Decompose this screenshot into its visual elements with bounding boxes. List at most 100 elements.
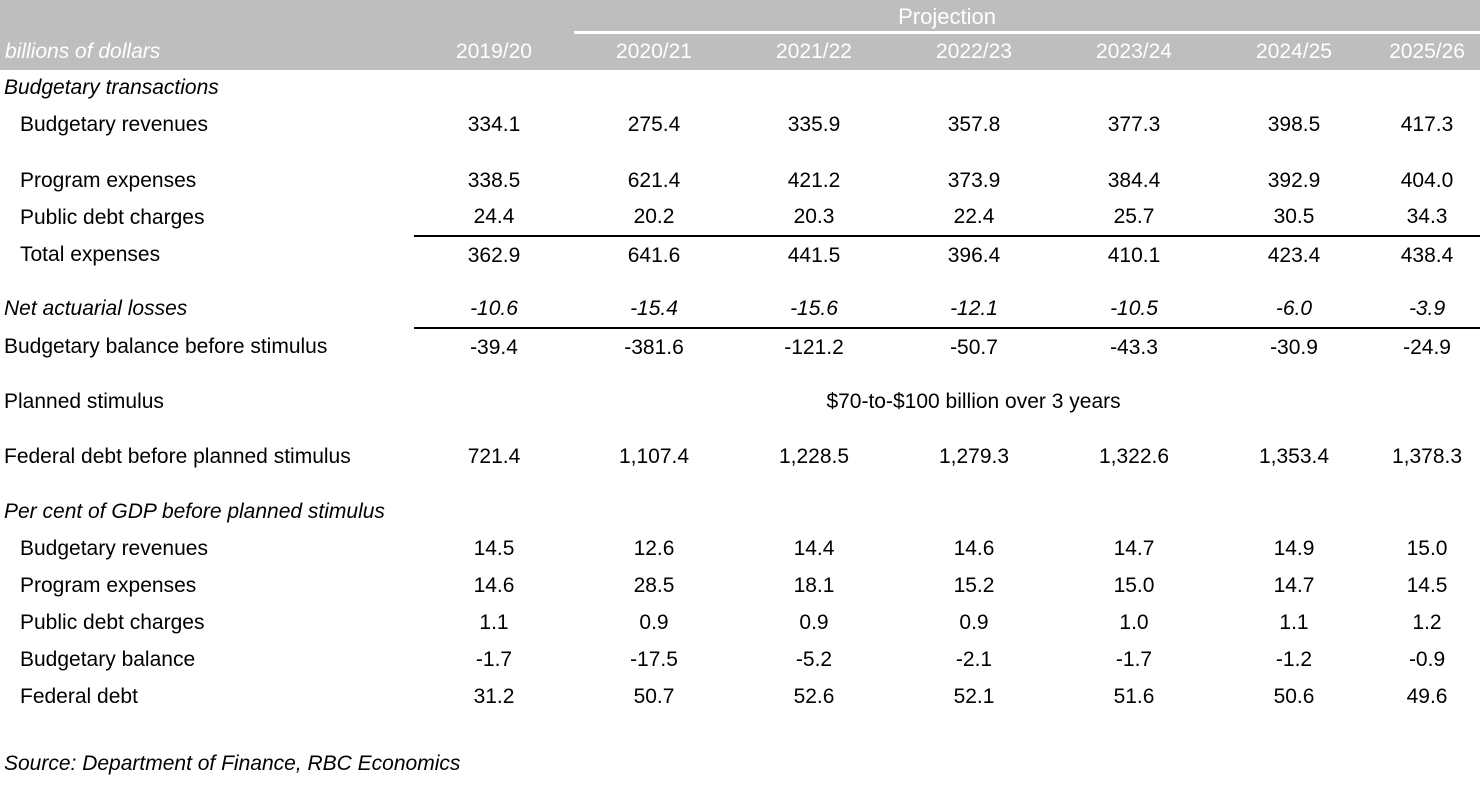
table-row: Program expenses 14.6 28.5 18.1 15.2 15.0 14.7… — [0, 567, 1480, 604]
value-cell: 1,107.4 — [618, 444, 690, 468]
value-cell: 14.7 — [1273, 573, 1315, 597]
table-row: Budgetary revenues 14.5 12.6 14.4 14.6 14.7 14… — [0, 530, 1480, 567]
value-cell: 392.9 — [1267, 168, 1321, 192]
value-cell: -30.9 — [1270, 335, 1318, 359]
row-label: Public debt charges — [20, 205, 205, 229]
value-cell: -17.5 — [630, 647, 678, 671]
value-cell: 20.3 — [734, 199, 894, 237]
row-label: Budgetary balance before stimulus — [4, 335, 328, 358]
value-cell: 621.4 — [627, 168, 681, 192]
value-cell: 377.3 — [1107, 112, 1161, 136]
value-cell: 1,228.5 — [778, 444, 850, 468]
value-cell: 18.1 — [793, 573, 835, 597]
table-row: Budgetary balance before stimulus -39.4 -3… — [0, 328, 1480, 366]
value-cell: 421.2 — [787, 168, 841, 192]
year-header-2023-24: 2023/24 — [1096, 40, 1172, 63]
value-cell: 334.1 — [467, 112, 521, 136]
value-cell: 52.6 — [793, 684, 835, 708]
value-cell: 1.2 — [1412, 610, 1442, 634]
table-row: Program expenses 338.5 621.4 421.2 373.9 384.… — [0, 162, 1480, 199]
value-cell: 0.9 — [959, 610, 989, 634]
row-label: Budgetary transactions — [4, 76, 219, 99]
projection-header-row: Projection — [0, 0, 1480, 34]
table-row: Budgetary balance -1.7 -17.5 -5.2 -2.1 -1.7 -1… — [0, 641, 1480, 678]
value-cell: -2.1 — [955, 647, 993, 671]
spacer-row — [0, 366, 1480, 383]
table-row: Net actuarial losses -10.6 -15.4 -15.6 -12.1… — [0, 290, 1480, 329]
value-cell: 410.1 — [1107, 243, 1161, 267]
spacer-row — [0, 143, 1480, 162]
value-cell: 721.4 — [467, 444, 521, 468]
spacer-row — [0, 420, 1480, 438]
value-cell: 384.4 — [1107, 168, 1161, 192]
value-cell: -15.4 — [574, 290, 734, 329]
projection-header-label: Projection — [898, 4, 996, 29]
value-cell: 338.5 — [467, 168, 521, 192]
spacer-cell — [0, 715, 1480, 745]
value-cell: 14.6 — [473, 573, 515, 597]
value-cell: 31.2 — [473, 684, 515, 708]
table-row: Public debt charges 24.4 20.2 20.3 22.4 25.7 3… — [0, 199, 1480, 237]
value-cell: 14.6 — [953, 536, 995, 560]
table-body: Budgetary transactions Budgetary revenues… — [0, 70, 1480, 782]
value-cell: 12.6 — [633, 536, 675, 560]
row-label: Planned stimulus — [4, 389, 164, 413]
value-cell: -1.7 — [475, 647, 513, 671]
value-cell: 396.4 — [947, 243, 1001, 267]
value-cell: 14.9 — [1273, 536, 1315, 560]
row-label: Budgetary revenues — [20, 112, 208, 136]
value-cell: -1.7 — [1115, 647, 1153, 671]
value-cell: 50.7 — [633, 684, 675, 708]
value-cell: 34.3 — [1374, 199, 1480, 237]
table-row: Total expenses 362.9 641.6 441.5 396.4 410.1 4… — [0, 236, 1480, 274]
value-cell: 1,322.6 — [1098, 444, 1170, 468]
value-cell: -10.5 — [1054, 290, 1214, 329]
row-label: Source: Department of Finance, RBC Econo… — [4, 751, 461, 775]
value-cell: 28.5 — [633, 573, 675, 597]
value-cell: 1,279.3 — [938, 444, 1010, 468]
value-cell: 1.1 — [1279, 610, 1309, 634]
value-cell: -12.1 — [894, 290, 1054, 329]
stimulus-value: $70-to-$100 billion over 3 years — [826, 389, 1121, 413]
year-header-2022-23: 2022/23 — [936, 40, 1012, 63]
value-cell: 398.5 — [1267, 112, 1321, 136]
value-cell: 438.4 — [1400, 243, 1454, 267]
value-cell: 14.5 — [1406, 573, 1448, 597]
value-cell: -43.3 — [1110, 335, 1158, 359]
value-cell: 362.9 — [467, 243, 521, 267]
value-cell: 15.0 — [1406, 536, 1448, 560]
row-label: Per cent of GDP before planned stimulus — [4, 499, 385, 523]
value-cell: -121.2 — [784, 335, 844, 359]
value-cell: -1.2 — [1275, 647, 1313, 671]
spacer-cell — [0, 274, 1480, 290]
value-cell: 357.8 — [947, 112, 1001, 136]
value-cell: 15.0 — [1113, 573, 1155, 597]
value-cell: 15.2 — [953, 573, 995, 597]
table-header: Projection billions of dollars 2019/20 20… — [0, 0, 1480, 70]
empty-cell — [414, 70, 1480, 106]
row-label: Program expenses — [20, 573, 197, 597]
row-label: Net actuarial losses — [4, 297, 188, 320]
row-label: Federal debt — [20, 684, 138, 708]
value-cell: 404.0 — [1400, 168, 1454, 192]
value-cell: 50.6 — [1273, 684, 1315, 708]
value-cell: 22.4 — [894, 199, 1054, 237]
row-label: Federal debt before planned stimulus — [4, 444, 351, 468]
value-cell: 275.4 — [627, 112, 681, 136]
row-label: Public debt charges — [20, 610, 205, 634]
spacer-row — [0, 475, 1480, 493]
year-header-2020-21: 2020/21 — [616, 40, 692, 63]
value-cell: 1.0 — [1119, 610, 1149, 634]
value-cell: -15.6 — [734, 290, 894, 329]
value-cell: 441.5 — [787, 243, 841, 267]
row-label: Total expenses — [20, 243, 161, 266]
unit-label: billions of dollars — [5, 40, 161, 63]
value-cell: 0.9 — [639, 610, 669, 634]
row-label: Budgetary balance — [20, 647, 196, 671]
value-cell: -5.2 — [795, 647, 833, 671]
empty-cell — [414, 745, 1480, 782]
spacer-cell — [0, 366, 1480, 383]
spacer-cell — [0, 143, 1480, 162]
projection-underline — [574, 31, 1480, 34]
